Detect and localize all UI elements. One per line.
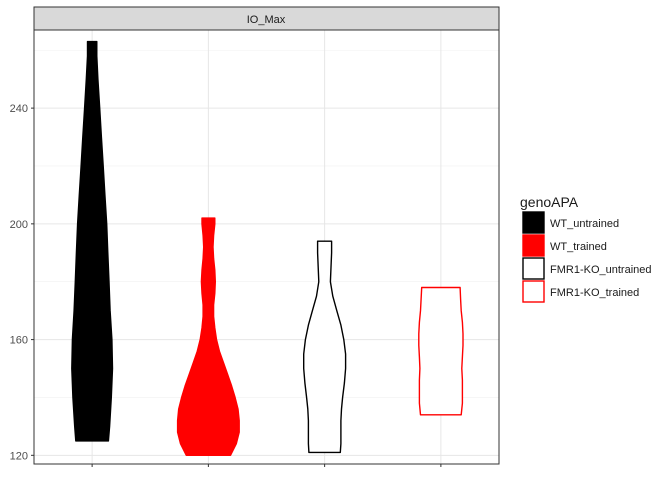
violin-2 [176,217,240,456]
panel-border [33,29,500,465]
y-axis: 120 160 200 240 [10,103,34,462]
legend-label-3: FMR1-KO_untrained [550,264,652,276]
violin-4 [418,286,464,416]
violin-1 [71,40,114,442]
x-axis [91,464,442,467]
legend-key-1 [522,211,545,234]
legend-label-4: FMR1-KO_trained [550,287,639,299]
violin-3 [303,240,347,454]
legend-key-4 [522,280,545,303]
y-tick-label: 200 [10,219,28,231]
legend-key-3 [522,257,545,280]
y-tick-label: 240 [10,103,28,115]
legend-label-2: WT_trained [550,241,607,253]
facet-label: IO_Max [247,14,286,26]
y-tick-label: 120 [10,450,28,462]
legend: genoAPA WT_untrained WT_trained FMR1-KO_un… [520,194,652,303]
legend-label-1: WT_untrained [550,218,619,230]
violins [71,40,464,456]
legend-key-2 [522,234,545,257]
y-tick-label: 160 [10,335,28,347]
legend-title: genoAPA [520,194,579,210]
